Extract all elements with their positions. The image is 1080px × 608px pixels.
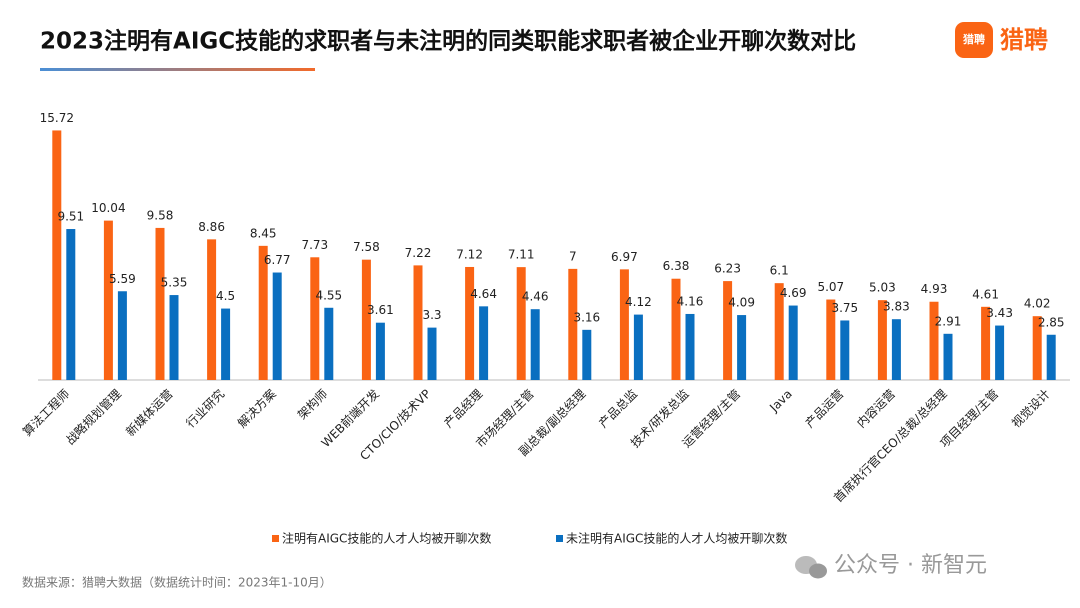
- bar: [361, 259, 371, 380]
- bar: [66, 229, 76, 380]
- value-label: 8.86: [198, 220, 225, 234]
- value-label: 10.04: [91, 201, 125, 215]
- source-note: 数据来源：猎聘大数据（数据统计时间：2023年1-10月）: [22, 575, 332, 590]
- bar: [465, 266, 475, 380]
- bar: [324, 307, 334, 380]
- value-label: 2.85: [1038, 315, 1065, 329]
- bar: [479, 306, 489, 380]
- value-label: 4.64: [470, 287, 497, 301]
- legend-swatch: [272, 535, 279, 542]
- value-label: 4.09: [728, 296, 755, 310]
- value-label: 6.38: [663, 259, 690, 273]
- bar: [272, 272, 282, 380]
- watermark: 公众号 · 新智元: [834, 553, 987, 578]
- bar: [413, 265, 423, 380]
- value-label: 4.55: [315, 288, 342, 302]
- value-label: 5.03: [869, 281, 896, 295]
- bar: [774, 283, 784, 380]
- bar: [52, 130, 62, 380]
- value-label: 7: [569, 249, 577, 263]
- bar: [103, 220, 113, 380]
- value-label: 5.07: [817, 280, 844, 294]
- bar: [169, 295, 179, 380]
- bar: [310, 257, 320, 380]
- bar: [619, 269, 629, 380]
- value-label: 4.61: [972, 287, 999, 301]
- logo-icon: [955, 22, 993, 58]
- watermark-icon: [795, 556, 827, 579]
- value-label: 3.83: [883, 300, 910, 314]
- chart-title: 2023注明有AIGC技能的求职者与未注明的同类职能求职者被企业开聊次数对比: [40, 28, 856, 55]
- value-label: 9.58: [147, 208, 174, 222]
- legend-label: 未注明有AIGC技能的人才人均被开聊次数: [566, 531, 787, 546]
- value-label: 3.75: [831, 301, 858, 315]
- value-label: 7.11: [508, 248, 535, 262]
- bar: [891, 319, 901, 380]
- bar: [633, 314, 643, 380]
- bar: [723, 281, 733, 380]
- bar: [981, 306, 991, 380]
- value-label: 4.02: [1024, 297, 1051, 311]
- value-label: 7.73: [301, 238, 328, 252]
- value-label: 4.5: [216, 289, 235, 303]
- bar: [826, 299, 836, 380]
- bar: [568, 268, 578, 380]
- value-label: 4.46: [522, 290, 549, 304]
- value-label: 2.91: [935, 314, 962, 328]
- value-label: 3.16: [573, 310, 600, 324]
- bar: [840, 320, 850, 380]
- value-label: 3.3: [422, 308, 441, 322]
- bar: [582, 329, 592, 380]
- value-label: 9.51: [57, 210, 84, 224]
- bar: [117, 291, 127, 380]
- bar: [1046, 334, 1056, 380]
- legend-label: 注明有AIGC技能的人才人均被开聊次数: [282, 531, 491, 546]
- value-label: 4.16: [677, 294, 704, 308]
- value-label: 8.45: [250, 226, 277, 240]
- value-label: 4.69: [780, 286, 807, 300]
- bar: [788, 305, 798, 380]
- bar: [1032, 316, 1042, 380]
- bar: [221, 308, 231, 380]
- value-label: 5.59: [109, 272, 136, 286]
- bar: [671, 278, 681, 380]
- bar: [685, 313, 695, 380]
- logo-icon-text: 猎聘: [963, 32, 985, 46]
- bar: [877, 300, 887, 380]
- bar: [427, 327, 437, 380]
- value-label: 3.61: [367, 303, 394, 317]
- value-label: 7.22: [405, 246, 432, 260]
- value-label: 6.77: [264, 253, 291, 267]
- value-label: 6.23: [714, 262, 741, 276]
- title-underline: [40, 68, 315, 71]
- value-label: 4.93: [921, 282, 948, 296]
- bar: [375, 322, 385, 380]
- value-label: 5.35: [161, 276, 188, 290]
- value-label: 6.1: [770, 264, 789, 278]
- bar: [258, 245, 268, 380]
- bar: [943, 333, 953, 380]
- bar: [995, 325, 1005, 380]
- value-label: 3.43: [986, 306, 1013, 320]
- value-label: 4.12: [625, 295, 652, 309]
- bar: [737, 315, 747, 380]
- bar: [929, 301, 939, 380]
- bar: [530, 309, 540, 380]
- value-label: 7.12: [456, 247, 483, 261]
- legend-swatch: [556, 535, 563, 542]
- logo-text: 猎聘: [1000, 26, 1048, 54]
- bar: [155, 227, 165, 380]
- bar: [207, 239, 217, 380]
- value-label: 7.58: [353, 240, 380, 254]
- value-label: 6.97: [611, 250, 638, 264]
- bar: [516, 267, 526, 380]
- value-label: 15.72: [40, 111, 74, 125]
